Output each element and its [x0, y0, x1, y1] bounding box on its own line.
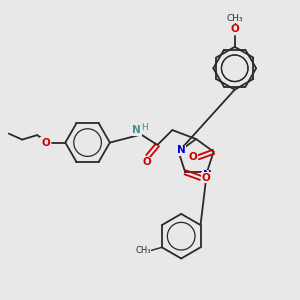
- Text: O: O: [230, 24, 239, 34]
- Text: O: O: [188, 152, 197, 162]
- Text: O: O: [202, 173, 210, 183]
- Text: N: N: [176, 145, 185, 155]
- Text: O: O: [142, 157, 151, 167]
- Text: H: H: [141, 123, 148, 132]
- Text: CH₃: CH₃: [135, 246, 151, 255]
- Text: N: N: [132, 125, 141, 135]
- Text: O: O: [41, 138, 50, 148]
- Text: CH₃: CH₃: [226, 14, 243, 23]
- Text: N: N: [202, 170, 211, 180]
